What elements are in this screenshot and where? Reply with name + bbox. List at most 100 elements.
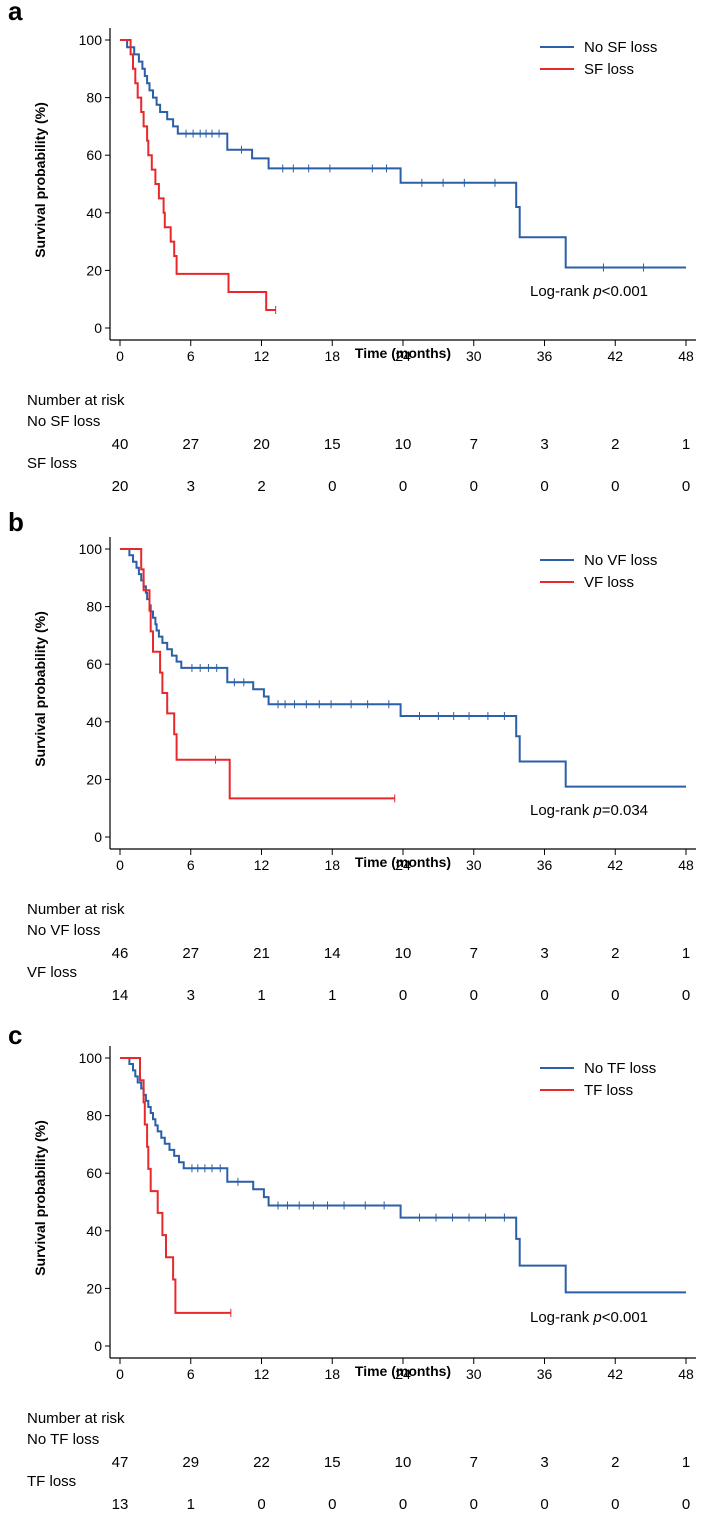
km-curve-no-loss [120,548,686,788]
risk-value: 2 [611,945,620,962]
risk-value: 3 [540,436,549,453]
log-rank-value: <0.001 [602,283,648,300]
legend-label-loss: SF loss [584,61,634,78]
log-rank-p: p [592,283,601,300]
log-rank-annotation: Log-rank p<0.001 [530,1309,648,1326]
panel-label: a [8,0,23,26]
x-tick-label: 6 [187,348,195,364]
risk-value: 1 [681,436,691,453]
risk-value: 7 [469,1454,478,1471]
risk-value: 0 [398,478,408,495]
x-tick-label: 36 [537,857,553,873]
x-tick-label: 48 [678,857,694,873]
x-tick-label: 6 [187,857,195,873]
risk-value: 3 [540,945,549,962]
km-curve-loss [120,548,395,800]
legend-label-no-loss: No SF loss [584,39,657,56]
risk-value: 40 [111,436,129,453]
risk-group-label-loss: VF loss [27,964,78,981]
log-rank-prefix: Log-rank [530,1309,593,1326]
x-ticks: 0 6 12 18 24 30 36 42 48 [116,849,694,873]
y-tick-label: 100 [79,32,103,48]
km-curve-no-loss [120,39,686,269]
y-axis-label: Survival probability (%) [32,611,48,767]
risk-value: 46 [111,945,129,962]
x-tick-label: 18 [324,348,340,364]
risk-group-label-loss: SF loss [27,455,78,472]
km-chart-b: b Survival probability (%) Time (months)… [8,507,696,873]
panel-a: a Survival probability (%) Time (months)… [0,0,706,509]
risk-value: 7 [469,436,478,453]
log-rank-p: p [592,1309,601,1326]
risk-value: 15 [323,436,341,453]
y-tick-label: 0 [94,1338,102,1354]
risk-group-label-no-loss: No SF loss [27,413,101,430]
risk-value: 1 [257,987,266,1004]
panel-b: b Survival probability (%) Time (months)… [0,507,706,1018]
risk-value: 0 [398,987,408,1004]
panel-c: c Survival probability (%) Time (months)… [0,1018,706,1527]
risk-title: Number at risk [27,901,125,918]
x-tick-label: 36 [537,1366,553,1382]
legend-label-loss: TF loss [584,1082,633,1099]
x-tick-label: 42 [607,857,623,873]
x-tick-label: 42 [607,1366,623,1382]
y-tick-label: 60 [86,656,102,672]
panel-label: b [8,507,24,537]
series-curves [120,548,686,803]
risk-value: 13 [111,1496,129,1513]
y-tick-label: 80 [86,90,102,106]
x-tick-label: 0 [116,348,124,364]
risk-value: 0 [611,1496,620,1513]
risk-title: Number at risk [27,1410,125,1427]
x-ticks: 0 6 12 18 24 30 36 42 48 [116,340,694,364]
y-tick-label: 60 [86,147,102,163]
risk-value: 0 [611,478,620,495]
risk-value: 0 [257,1496,266,1513]
risk-value: 29 [182,1454,200,1471]
x-tick-label: 12 [254,857,270,873]
x-tick-label: 48 [678,348,694,364]
risk-value: 0 [540,1496,549,1513]
y-tick-label: 100 [79,541,103,557]
km-curve-loss [120,39,276,311]
x-tick-label: 24 [395,1366,411,1382]
risk-value: 1 [681,1454,691,1471]
x-tick-label: 24 [395,348,411,364]
risk-value: 0 [681,478,691,495]
y-tick-label: 40 [86,205,102,221]
risk-group-label-loss: TF loss [27,1473,77,1490]
x-tick-label: 6 [187,1366,195,1382]
legend: No TF loss TF loss [540,1060,656,1099]
km-curve-loss [120,1057,231,1314]
risk-value: 3 [186,478,195,495]
risk-value: 0 [469,478,478,495]
log-rank-value: <0.001 [602,1309,648,1326]
risk-value: 0 [469,987,478,1004]
risk-value: 1 [186,1496,195,1513]
risk-value: 10 [394,1454,412,1471]
risk-value: 22 [253,1454,270,1471]
x-tick-label: 0 [116,1366,124,1382]
legend-label-no-loss: No TF loss [584,1060,656,1077]
x-axis-label: Time (months) [355,1363,451,1379]
km-chart-c: c Survival probability (%) Time (months)… [8,1020,696,1382]
risk-group-label-no-loss: No TF loss [27,1431,100,1448]
legend-label-no-loss: No VF loss [584,552,657,569]
risk-value: 0 [328,478,337,495]
risk-value: 21 [253,945,270,962]
y-ticks: 0 20 40 60 80 100 [79,1050,110,1354]
risk-value: 0 [540,478,549,495]
x-tick-label: 36 [537,348,553,364]
x-tick-label: 18 [324,857,340,873]
x-tick-label: 18 [324,1366,340,1382]
risk-value: 1 [681,945,691,962]
series-curves [120,39,686,314]
km-chart-a: a Survival probability (%) Time (months)… [8,0,696,364]
risk-value: 2 [611,436,620,453]
risk-value: 0 [681,1496,691,1513]
risk-value: 2 [257,478,266,495]
risk-value: 20 [111,478,129,495]
y-axis-label: Survival probability (%) [32,102,48,258]
